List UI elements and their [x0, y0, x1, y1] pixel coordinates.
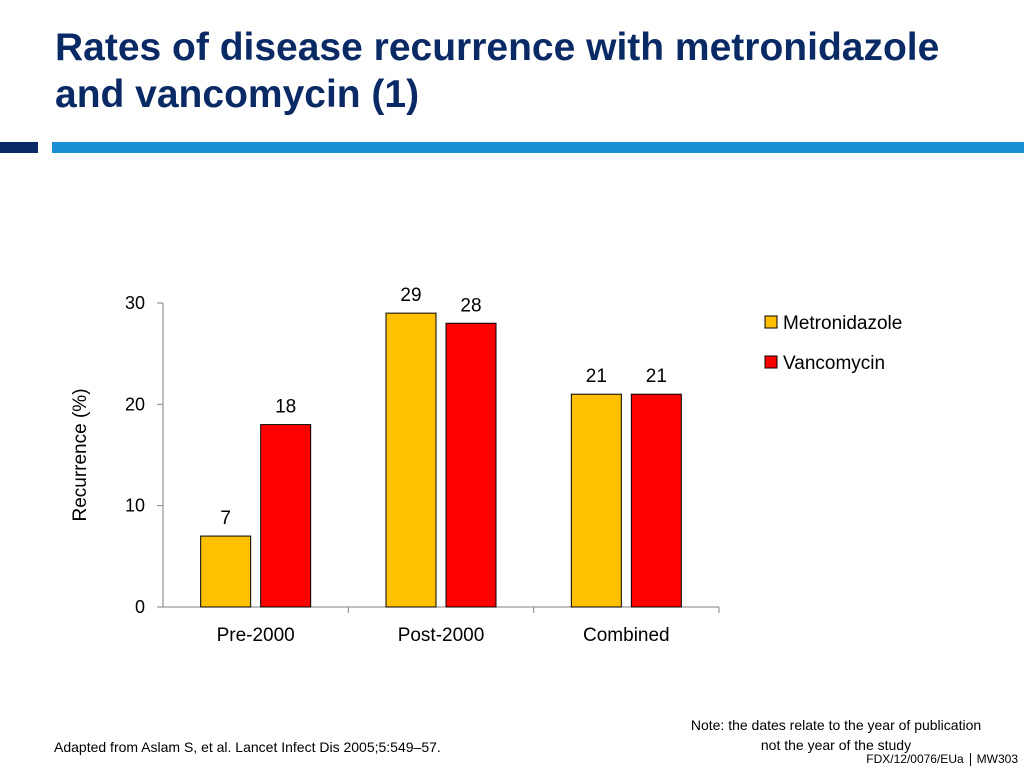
dates-note: Note: the dates relate to the year of pu…: [690, 717, 982, 753]
footer-separator: [969, 753, 971, 767]
source-citation: Adapted from Aslam S, et al. Lancet Infe…: [54, 739, 441, 755]
bar-vancomycin: [630, 393, 682, 608]
legend-label: Vancomycin: [783, 353, 885, 374]
y-tick-label: 20: [125, 394, 145, 414]
y-axis-label: Recurrence (%): [70, 388, 91, 521]
bar-vancomycin: [260, 424, 312, 608]
data-label: 7: [220, 508, 231, 529]
data-label: 28: [460, 295, 481, 316]
bar-vancomycin: [445, 322, 497, 608]
slide-title: Rates of disease recurrence with metroni…: [55, 26, 940, 116]
legend-swatch: [764, 315, 778, 329]
title-rule-blue: [52, 142, 1024, 153]
bar-metronidazole: [200, 535, 252, 608]
bar-metronidazole: [385, 312, 437, 608]
legend-swatch: [764, 355, 778, 369]
x-tick-label: Combined: [583, 625, 670, 646]
data-label: 29: [400, 285, 421, 306]
title-rule-dark: [0, 142, 38, 153]
data-label: 18: [275, 397, 296, 418]
legend-label: Metronidazole: [783, 313, 902, 334]
bar-metronidazole: [570, 393, 622, 608]
footer-code: FDX/12/0076/EUa: [866, 752, 964, 766]
x-tick-label: Pre-2000: [217, 625, 295, 646]
data-label: 21: [646, 366, 667, 387]
y-tick-label: 30: [125, 293, 145, 313]
data-label: 21: [586, 366, 607, 387]
y-tick-label: 10: [125, 496, 145, 516]
x-tick-label: Post-2000: [398, 625, 485, 646]
footer-page: MW303: [976, 752, 1018, 766]
footer: FDX/12/0076/EUa MW303: [866, 752, 1018, 767]
y-tick-label: 0: [135, 597, 145, 617]
